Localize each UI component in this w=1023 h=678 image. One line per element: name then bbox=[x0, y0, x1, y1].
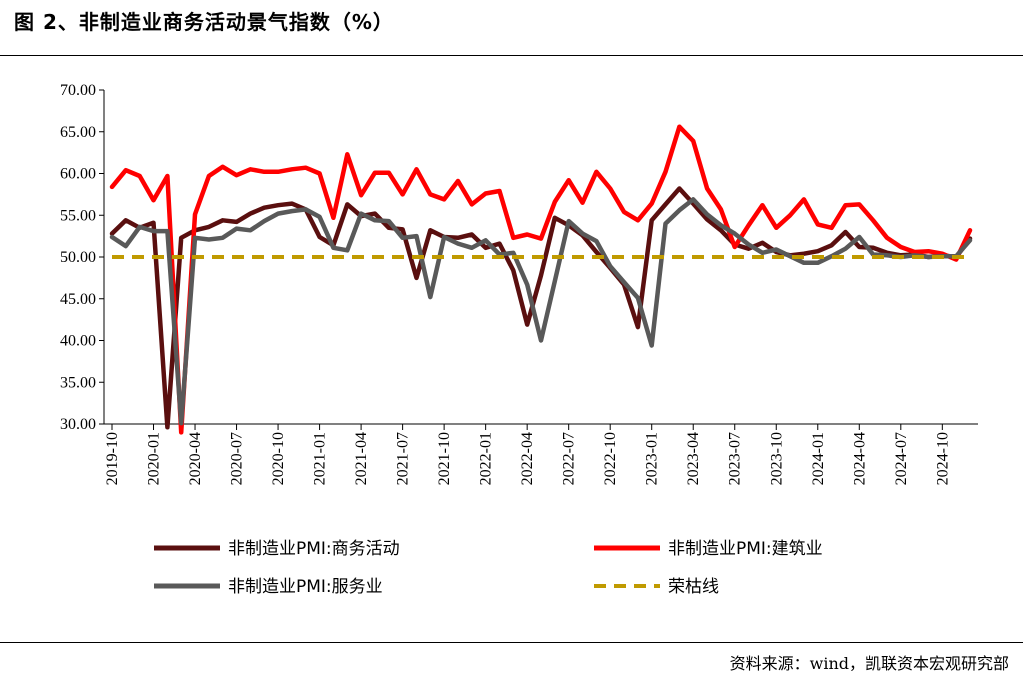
y-tick-label: 50.00 bbox=[60, 249, 96, 266]
page-title: 图 2、非制造业商务活动景气指数（%） bbox=[14, 10, 394, 34]
x-tick-label: 2021-01 bbox=[312, 432, 329, 485]
x-tick-label: 2023-01 bbox=[644, 432, 661, 485]
y-tick-label: 65.00 bbox=[60, 124, 96, 141]
x-tick-label: 2023-07 bbox=[727, 432, 744, 485]
y-tick-label: 70.00 bbox=[60, 82, 96, 99]
chart-axes: 70.00 65.00 60.00 55.00 50.00 45.00 40.00 35.00… bbox=[60, 82, 978, 485]
x-tick-label: 2021-07 bbox=[395, 432, 412, 485]
x-tick-label: 2020-01 bbox=[146, 432, 163, 485]
legend-label: 非制造业PMI:商务活动 bbox=[228, 539, 400, 559]
x-tick-label: 2024-07 bbox=[893, 432, 910, 485]
x-tick-label: 2020-04 bbox=[187, 432, 204, 485]
x-tick-label: 2023-04 bbox=[685, 432, 702, 485]
y-tick-label: 45.00 bbox=[60, 291, 96, 308]
x-tick-label: 2024-10 bbox=[934, 432, 951, 485]
y-tick-label: 55.00 bbox=[60, 207, 96, 224]
series-line-1 bbox=[109, 124, 973, 435]
legend-label: 非制造业PMI:服务业 bbox=[228, 577, 383, 597]
bottom-rule bbox=[0, 642, 1023, 643]
y-tick-label: 30.00 bbox=[60, 416, 96, 433]
x-tick-label: 2022-10 bbox=[602, 432, 619, 485]
chart-series bbox=[109, 124, 973, 435]
series-line-2 bbox=[109, 197, 973, 426]
x-tick-label: 2019-10 bbox=[104, 432, 121, 485]
x-tick-label: 2020-10 bbox=[270, 432, 287, 485]
x-tick-label: 2024-04 bbox=[851, 432, 868, 485]
x-tick-label: 2022-07 bbox=[561, 432, 578, 485]
top-rule bbox=[0, 55, 1023, 56]
x-tick-label: 2024-01 bbox=[810, 432, 827, 485]
legend-label: 荣枯线 bbox=[668, 577, 719, 597]
x-tick-label: 2023-10 bbox=[768, 432, 785, 485]
series-line-0 bbox=[109, 186, 973, 430]
x-tick-label: 2022-04 bbox=[519, 432, 536, 485]
x-tick-label: 2020-07 bbox=[229, 432, 246, 485]
source-note: 资料来源：wind，凯联资本宏观研究部 bbox=[729, 654, 1009, 673]
y-tick-label: 40.00 bbox=[60, 333, 96, 350]
y-tick-label: 35.00 bbox=[60, 374, 96, 391]
x-tick-label: 2022-01 bbox=[478, 432, 495, 485]
x-tick-label: 2021-10 bbox=[436, 432, 453, 485]
x-tick-label: 2021-04 bbox=[353, 432, 370, 485]
legend-label: 非制造业PMI:建筑业 bbox=[668, 539, 823, 559]
y-tick-label: 60.00 bbox=[60, 166, 96, 183]
